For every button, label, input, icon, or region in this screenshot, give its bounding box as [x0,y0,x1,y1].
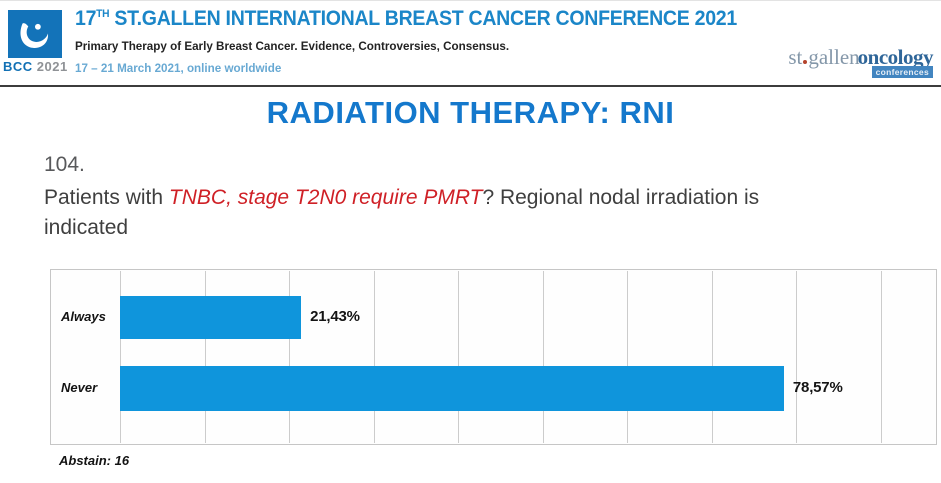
gridline [796,271,797,443]
header-divider [0,85,941,87]
logo-oncology: oncology [857,45,934,69]
gridline [458,271,459,443]
bcc-logo-caption: BCC 2021 [3,59,83,74]
gridline [120,271,121,443]
conference-title-number: 17 [75,7,97,30]
gridline [880,271,882,443]
gridline [627,271,628,443]
question-prefix: Patients with [44,186,169,209]
abstain-note: Abstain: 16 [59,453,130,468]
bar-value-never: 78,57% [792,378,843,396]
gridline [373,271,375,443]
logo-conferences-badge: conferences [871,66,933,78]
conference-title-text: ST.GALLEN INTERNATIONAL BREAST CANCER CO… [109,7,737,30]
logo-gallen: gallen [808,45,860,69]
bar-always [120,296,302,339]
bcc-logo-icon [8,10,62,58]
question-highlight: TNBC, stage T2N0 require PMRT [168,186,483,209]
bar-value-always: 21,43% [310,307,360,325]
bcc-label: BCC [3,59,33,74]
gridline [711,271,713,443]
question-suffix: ? Regional nodal irradiation is indicate… [44,186,760,239]
conference-subtitle: Primary Therapy of Early Breast Cancer. … [75,39,510,53]
gridline [204,271,206,443]
bar-never [120,366,784,411]
category-label-always: Always [61,308,106,324]
slide-title: RADIATION THERAPY: RNI [266,95,675,130]
gridline [289,271,290,443]
question-text: Patients with TNBC, stage T2N0 require P… [44,183,824,243]
category-label-never: Never [61,379,98,395]
gridline [542,271,544,443]
conference-title-ordinal: TH [96,8,110,20]
red-dot-icon [803,60,808,64]
conference-title: 17TH ST.GALLEN INTERNATIONAL BREAST CANC… [75,7,737,31]
chart-box: Always 21,43% Never 78,57% [50,269,937,445]
conference-dates: 17 – 21 March 2021, online worldwide [75,61,282,75]
logo-st: st [788,45,803,69]
stgallen-oncology-logo: st gallenoncology conferences [788,45,934,78]
question-number: 104. [44,153,85,176]
bcc-year: 2021 [36,59,68,74]
